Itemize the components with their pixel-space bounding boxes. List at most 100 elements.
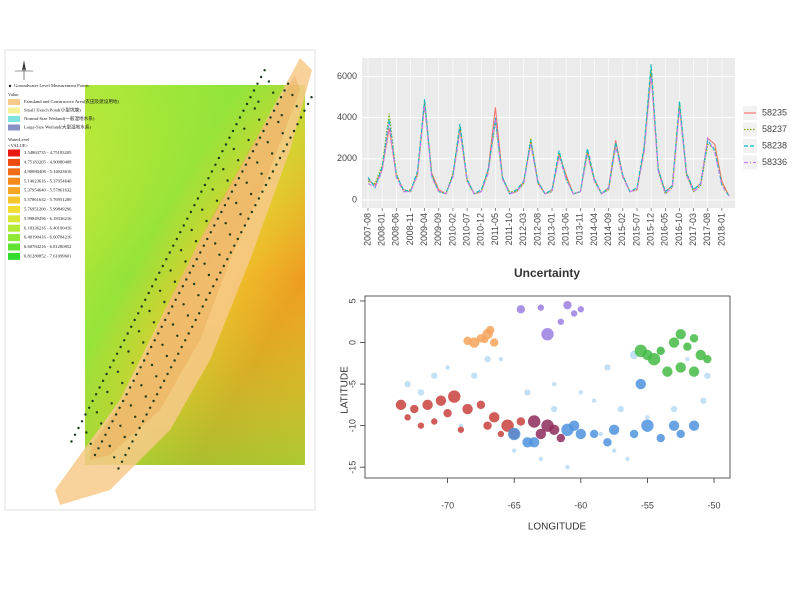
measurement-point (249, 96, 252, 99)
measurement-point (111, 420, 114, 423)
measurement-point (108, 366, 112, 369)
measurement-point (189, 210, 193, 214)
y-tick-label: 5 (347, 298, 357, 303)
measurement-point (104, 433, 107, 436)
measurement-point (310, 96, 313, 99)
y-tick-label: 6000 (337, 71, 357, 81)
point (486, 325, 495, 335)
map-panel: Groundwater Level Measurement Points Val… (4, 49, 316, 511)
range-label: 3.54863735 - 4.75183205 (24, 150, 72, 155)
measurement-point (123, 339, 126, 342)
measurement-point (210, 170, 214, 173)
point-symbol (8, 84, 12, 88)
measurement-point (190, 228, 193, 232)
x-tick-label: 2017-03 (688, 213, 698, 246)
measurement-point (256, 161, 259, 164)
measurement-point (161, 264, 164, 268)
water-subtitle: <VALUE> (8, 143, 29, 148)
measurement-point (155, 375, 158, 378)
measurement-point (188, 271, 191, 274)
range-swatch (8, 234, 20, 242)
y-tick-label: -15 (347, 461, 357, 474)
range-swatch (8, 224, 20, 232)
measurement-point (84, 413, 87, 416)
point (481, 336, 489, 344)
measurement-point (279, 96, 283, 99)
measurement-point (159, 386, 162, 389)
y-tick-label: 4000 (337, 112, 357, 122)
measurement-point (238, 116, 242, 119)
measurement-point (182, 224, 185, 227)
point (522, 437, 533, 448)
measurement-point (169, 269, 172, 272)
measurement-point (180, 345, 183, 349)
measurement-point (154, 278, 157, 281)
range-label: 6.40190416 - 6.60784216 (24, 235, 72, 240)
measurement-point (247, 217, 250, 220)
measurement-point (219, 271, 222, 274)
compass (15, 60, 33, 80)
x-tick-label: 2011-10 (504, 213, 514, 245)
measurement-point (182, 303, 185, 306)
measurement-point (140, 305, 143, 308)
measurement-point (260, 172, 263, 175)
range-swatch (8, 158, 20, 166)
measurement-point (218, 253, 221, 256)
point (647, 352, 661, 366)
point (617, 405, 624, 413)
measurement-point (173, 359, 176, 362)
measurement-point (251, 150, 255, 153)
measurement-point (125, 393, 128, 396)
class-swatch (8, 124, 20, 131)
range-swatch (8, 243, 20, 251)
measurement-point (128, 386, 132, 389)
measurement-point (171, 305, 174, 308)
measurement-point (240, 231, 243, 234)
measurement-point (131, 440, 134, 443)
measurement-point (166, 372, 169, 376)
x-axis-label: LONGITUDE (528, 522, 587, 533)
measurement-point (127, 350, 130, 353)
range-label: 6.81280852 - 7.61099601 (24, 253, 72, 258)
measurement-point (214, 242, 217, 245)
measurement-point (270, 152, 274, 155)
point (704, 372, 711, 379)
range-swatch (8, 196, 20, 204)
measurement-point (237, 177, 241, 180)
measurement-point (255, 143, 258, 146)
point (662, 366, 673, 377)
measurement-point (179, 231, 182, 234)
legend-label: 58238 (762, 140, 787, 150)
measurement-point (168, 251, 171, 254)
classes-title: Value (8, 92, 18, 97)
measurement-point (131, 361, 134, 364)
measurement-point (87, 406, 91, 409)
measurement-point (123, 435, 126, 439)
measurement-point (106, 390, 109, 394)
measurement-point (115, 352, 119, 355)
point (469, 337, 480, 348)
point (598, 431, 603, 437)
measurement-point (138, 426, 141, 430)
point (611, 448, 617, 453)
measurement-point (94, 393, 98, 396)
point (435, 395, 447, 406)
measurement-point (222, 168, 225, 171)
y-tick-label: -5 (347, 380, 357, 388)
plot-frame (364, 295, 731, 479)
point (629, 429, 639, 439)
class-label: Farmland and Constructive Area(农田及建设用地) (24, 98, 120, 105)
scatter-chart: Uncertainty LONGITUDE LATITUDE -70 -65 -60… (340, 266, 731, 533)
measurement-point (199, 251, 202, 254)
x-tick-label: 2007-08 (362, 213, 372, 246)
measurement-point (174, 298, 177, 301)
measurement-point (150, 345, 153, 349)
point (395, 399, 407, 411)
point (457, 426, 465, 433)
measurement-point (205, 298, 208, 301)
x-tick-label: 2014-04 (589, 213, 599, 246)
measurement-point (135, 372, 139, 376)
measurement-point (275, 163, 278, 166)
point (676, 429, 685, 439)
